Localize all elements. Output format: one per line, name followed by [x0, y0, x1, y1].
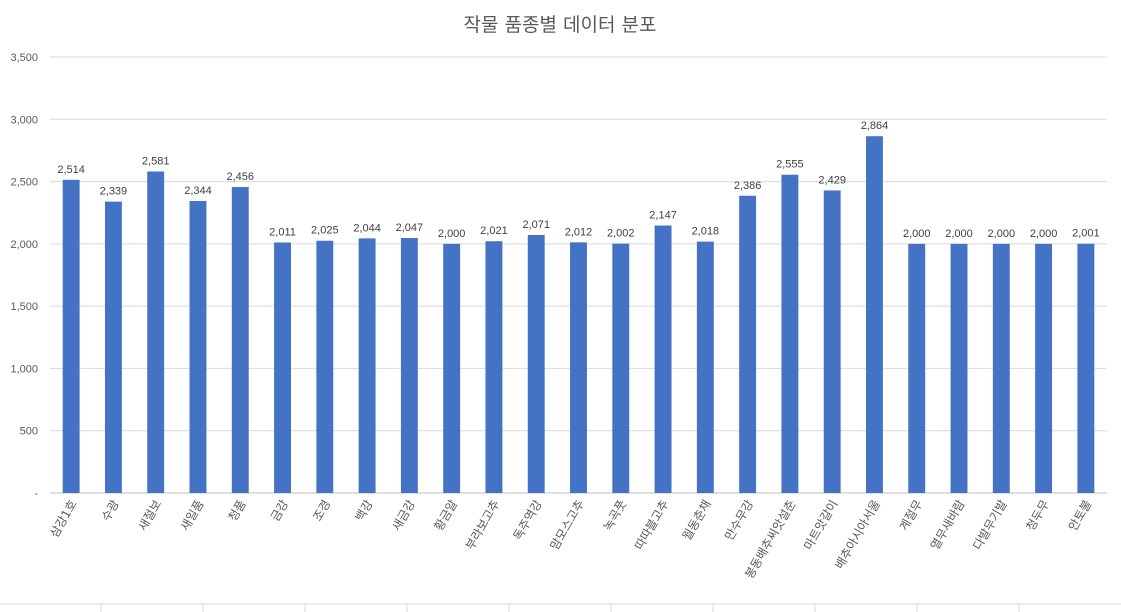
x-axis-ticks: 삼강1호 수광 새절보 새일품 청품 금강 조경 백강 새금강 황금알 부라보고추 독주역강 맘모스고추…: [47, 498, 1094, 581]
x-tick-label: 황금알: [432, 498, 461, 534]
x-tick-label: 월동춘채: [680, 498, 714, 543]
data-label: 2,000: [1030, 228, 1058, 240]
bar: [274, 242, 291, 493]
bar: [739, 195, 757, 493]
data-label: 2,001: [1072, 228, 1100, 240]
data-label: 2,581: [142, 155, 170, 167]
data-label: 2,018: [692, 226, 720, 238]
x-tick-label: 청품: [226, 498, 249, 524]
bar: [527, 235, 545, 493]
x-tick-label: 백강: [353, 498, 376, 524]
x-tick-label: 만수무강: [722, 498, 756, 543]
y-axis-ticks: - 500 1,000 1,500 2,000 2,500 3,000 3,500: [10, 52, 38, 500]
bar: [781, 174, 799, 493]
bar: [1035, 243, 1053, 493]
data-label: 2,044: [353, 222, 381, 234]
data-label: 2,000: [438, 228, 466, 240]
bar: [231, 187, 249, 494]
bar: [485, 241, 503, 493]
x-tick-label: 다발무기발: [970, 498, 1010, 553]
data-label: 2,514: [57, 164, 85, 176]
y-tick-label: 3,500: [10, 52, 38, 64]
x-tick-label: 녹곡풋: [601, 498, 630, 534]
data-labels: 2,514 2,339 2,581 2,344 2,456 2,011 2,025 2,044…: [57, 120, 1099, 240]
x-tick-label: 새금강: [389, 498, 418, 534]
bar: [62, 179, 80, 493]
data-label: 2,386: [734, 180, 762, 192]
table-separators: [0, 603, 1121, 612]
x-tick-label: 조경: [310, 498, 333, 524]
y-tick-label: -: [34, 488, 38, 500]
data-label: 2,025: [311, 225, 339, 237]
bar: [104, 201, 122, 493]
x-tick-label: 맘모스고추: [547, 498, 587, 553]
y-tick-label: 500: [20, 426, 38, 438]
data-label: 2,555: [776, 159, 804, 171]
y-tick-label: 2,000: [10, 239, 38, 251]
data-label: 2,147: [649, 210, 677, 222]
bar: [612, 243, 630, 493]
data-label: 2,071: [522, 219, 550, 231]
y-tick-label: 2,500: [10, 177, 38, 189]
bar: [950, 243, 968, 493]
bar: [570, 242, 587, 493]
data-label: 2,011: [269, 226, 296, 238]
y-tick-label: 1,500: [10, 301, 38, 313]
x-tick-label: 수광: [99, 498, 122, 524]
data-label: 2,047: [396, 222, 424, 234]
bar: [443, 243, 461, 493]
data-label: 2,002: [607, 228, 635, 240]
bar: [400, 238, 418, 493]
data-label: 2,000: [988, 228, 1016, 240]
data-label: 2,864: [861, 120, 889, 132]
data-label: 2,000: [903, 228, 931, 240]
x-tick-label: 배추아시아서울: [832, 498, 883, 572]
x-tick-label: 청두무: [1023, 498, 1052, 534]
bar: [358, 238, 376, 493]
x-tick-label: 삼강1호: [47, 498, 80, 540]
data-label: 2,429: [818, 174, 846, 186]
bar: [696, 241, 714, 493]
x-tick-label: 새절보: [136, 498, 165, 534]
x-tick-label: 독주역강: [511, 498, 545, 543]
x-tick-label: 계절무: [897, 498, 926, 534]
y-tick-label: 1,000: [10, 363, 38, 375]
bar: [992, 243, 1010, 493]
bars: [62, 136, 1095, 494]
data-label: 2,000: [945, 228, 973, 240]
data-label: 2,456: [226, 171, 254, 183]
x-tick-label: 안토불: [1066, 498, 1095, 534]
data-label: 2,012: [565, 226, 593, 238]
data-label: 2,344: [184, 185, 212, 197]
bar: [1077, 243, 1095, 493]
chart-title: 작물 품종별 데이터 분포: [464, 14, 657, 36]
x-tick-label: 새일품: [178, 498, 207, 534]
y-tick-label: 3,000: [10, 114, 38, 126]
x-tick-label: 부라보고추: [463, 498, 503, 553]
bar: [823, 190, 841, 493]
bar: [316, 240, 334, 493]
bar: [866, 136, 883, 494]
x-tick-label: 금강: [268, 498, 291, 524]
data-label: 2,021: [480, 225, 508, 237]
x-tick-label: 마트앗갈이: [801, 498, 841, 553]
bar: [147, 171, 165, 493]
x-tick-label: 열무새바람: [928, 498, 968, 553]
bar: [189, 201, 207, 493]
data-label: 2,339: [100, 186, 128, 198]
bar: [908, 243, 926, 493]
bar: [654, 225, 672, 493]
x-tick-label: 따따블고추: [632, 498, 672, 553]
